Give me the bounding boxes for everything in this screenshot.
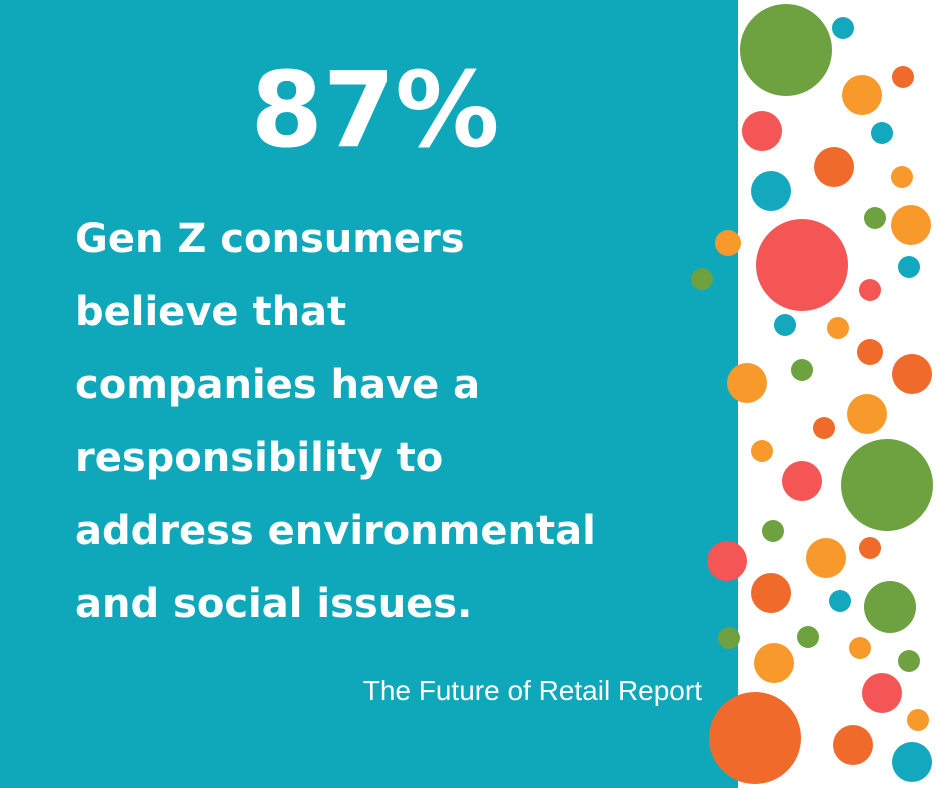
dot [740, 4, 832, 96]
dot [762, 520, 784, 542]
dot [718, 627, 740, 649]
dot [892, 742, 932, 782]
dot [727, 363, 767, 403]
dot [751, 573, 791, 613]
dot [756, 219, 848, 311]
dot [864, 581, 916, 633]
dot [814, 147, 854, 187]
dot [709, 692, 801, 784]
dot [862, 673, 902, 713]
body-line: address environmental [75, 508, 596, 554]
dot [891, 166, 913, 188]
dot [857, 339, 883, 365]
dot [782, 461, 822, 501]
dot [806, 538, 846, 578]
dot [715, 230, 741, 256]
dot [797, 626, 819, 648]
dot [751, 171, 791, 211]
dot [774, 314, 796, 336]
dot [833, 725, 873, 765]
dot [691, 268, 713, 290]
dot [898, 650, 920, 672]
source: The Future of Retail Report [363, 675, 702, 706]
dot [847, 394, 887, 434]
dot [841, 439, 933, 531]
dot [813, 417, 835, 439]
dot [907, 709, 929, 731]
body-line: and social issues. [75, 581, 472, 627]
dot [751, 440, 773, 462]
dot [859, 537, 881, 559]
dot [791, 359, 813, 381]
dot [754, 643, 794, 683]
dot [829, 590, 851, 612]
decorative-dots [691, 4, 933, 784]
dot [849, 637, 871, 659]
dot [842, 75, 882, 115]
dot [827, 317, 849, 339]
body-line: companies have a [75, 362, 480, 408]
dot [864, 207, 886, 229]
dot [859, 279, 881, 301]
body-line: Gen Z consumers [75, 216, 465, 262]
dot [892, 354, 932, 394]
dot [871, 122, 893, 144]
teal-panel [0, 0, 738, 788]
body-text: Gen Z consumers believe that companies hav… [75, 216, 596, 627]
dot [707, 541, 747, 581]
dot [892, 66, 914, 88]
dot [898, 256, 920, 278]
body-line: believe that [75, 289, 346, 335]
dot [742, 111, 782, 151]
body-line: responsibility to [75, 435, 443, 481]
headline: 87% [251, 49, 500, 171]
dot [832, 17, 854, 39]
dot [891, 205, 931, 245]
